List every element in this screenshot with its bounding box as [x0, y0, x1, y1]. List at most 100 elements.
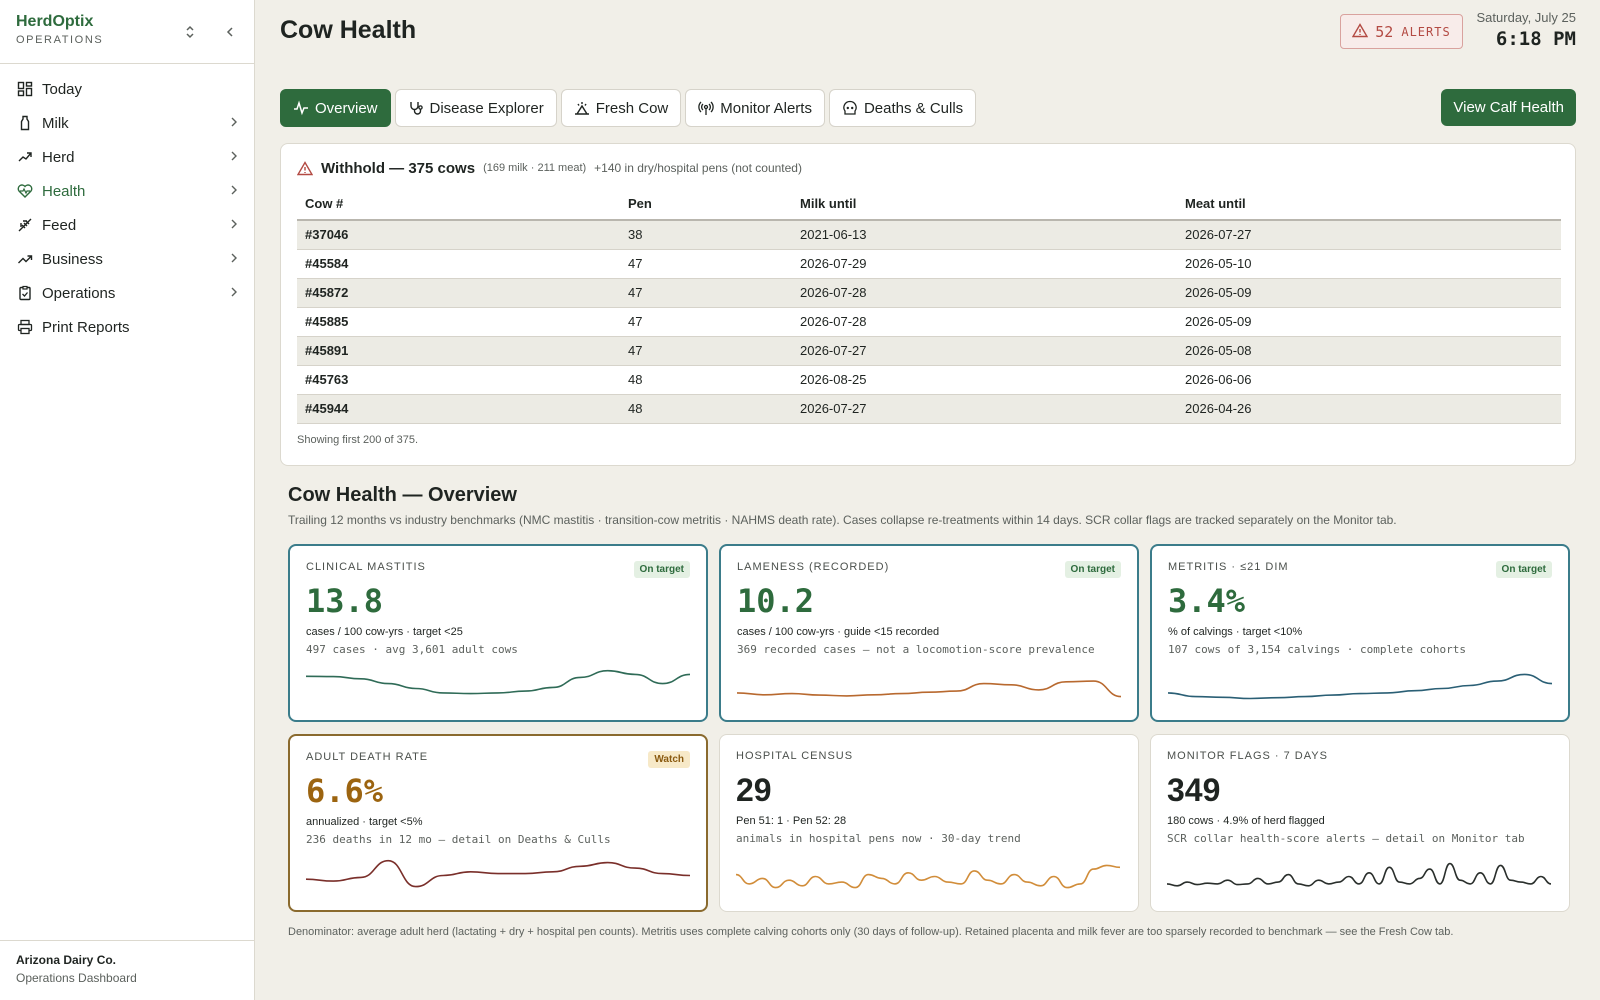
table-row[interactable]: #45891 47 2026-07-27 2026-05-08 — [297, 336, 1561, 366]
sidebar-item-health[interactable]: Health — [0, 174, 254, 208]
overview-footnote: Denominator: average adult herd (lactati… — [288, 926, 1454, 938]
withhold-table: Cow # Pen Milk until Meat until #37046 3… — [297, 188, 1561, 424]
tab-deaths-culls[interactable]: Deaths & Culls — [828, 89, 977, 127]
organization-subtitle: Operations Dashboard — [16, 971, 137, 985]
metric-card-clinical-mastitis[interactable]: CLINICAL MASTITIS On target 13.8 cases /… — [288, 544, 708, 722]
milk-until: 2026-08-25 — [792, 365, 1177, 395]
sidebar-item-herd[interactable]: Herd — [0, 140, 254, 174]
sparkline-series — [1167, 862, 1551, 887]
chevron-right-icon — [230, 285, 238, 302]
column-header-cow[interactable]: Cow # — [297, 188, 620, 221]
chevron-right-icon — [230, 115, 238, 132]
withhold-title: Withhold — 375 cows — [321, 159, 476, 177]
column-header-milk-until[interactable]: Milk until — [792, 188, 1177, 221]
table-row[interactable]: #45944 48 2026-07-27 2026-04-26 — [297, 394, 1561, 424]
sidebar-item-business[interactable]: Business — [0, 242, 254, 276]
sidebar-item-today[interactable]: Today — [0, 72, 254, 106]
tab-label: Fresh Cow — [595, 99, 669, 117]
brand-subtitle: OPERATIONS — [16, 34, 104, 46]
tab-monitor-alerts[interactable]: Monitor Alerts — [685, 89, 825, 127]
metric-value: 29 — [736, 772, 772, 808]
table-row[interactable]: #45763 48 2026-08-25 2026-06-06 — [297, 365, 1561, 395]
metric-label: LAMENESS (RECORDED) — [737, 561, 890, 573]
withhold-table-footer: Showing first 200 of 375. — [297, 433, 419, 446]
metric-value: 10.2 — [737, 582, 815, 620]
column-header-pen[interactable]: Pen — [620, 188, 792, 221]
tab-overview[interactable]: Overview — [280, 89, 391, 127]
sparkline-series — [306, 669, 690, 695]
metric-value: 349 — [1167, 772, 1221, 808]
alerts-button[interactable]: 52 ALERTS — [1340, 14, 1463, 49]
sparkline-chart — [736, 864, 1120, 889]
date-time-display: Saturday, July 25 6:18 PM — [1477, 10, 1576, 50]
collapse-sidebar-icon[interactable] — [220, 22, 240, 42]
overview-title: Cow Health — Overview — [288, 484, 517, 506]
withhold-panel: Withhold — 375 cows (169 milk · 211 meat… — [280, 143, 1576, 466]
sidebar-item-label: Print Reports — [42, 318, 130, 336]
sidebar-item-print-reports[interactable]: Print Reports — [0, 310, 254, 344]
printer-icon — [16, 318, 34, 336]
chevron-right-icon — [230, 183, 238, 200]
metric-unit: cases / 100 cow-yrs · target <25 — [306, 626, 463, 638]
tab-label: Overview — [315, 99, 378, 117]
trend-up-icon — [16, 250, 34, 268]
tab-fresh-cow[interactable]: Fresh Cow — [560, 89, 682, 127]
warning-triangle-icon — [1352, 22, 1369, 41]
sidebar-item-feed[interactable]: Feed — [0, 208, 254, 242]
metric-card-metritis[interactable]: METRITIS · ≤21 DIM On target 3.4% % of c… — [1150, 544, 1570, 722]
workspace-switcher-icon[interactable] — [180, 22, 200, 42]
sidebar: HerdOptix OPERATIONS Today Milk Herd Hea… — [0, 0, 255, 1000]
meat-until: 2026-05-09 — [1177, 278, 1561, 308]
view-calf-health-button[interactable]: View Calf Health — [1441, 89, 1576, 126]
milk-until: 2026-07-29 — [792, 249, 1177, 279]
sparkline-chart — [737, 680, 1121, 698]
meat-until: 2026-05-08 — [1177, 336, 1561, 366]
metric-card-lameness[interactable]: LAMENESS (RECORDED) On target 10.2 cases… — [719, 544, 1139, 722]
pen: 47 — [620, 336, 792, 366]
organization-name: Arizona Dairy Co. — [16, 953, 117, 967]
sparkline-chart — [306, 859, 690, 888]
chevron-right-icon — [230, 251, 238, 268]
metric-unit: annualized · target <5% — [306, 816, 423, 828]
clipboard-icon — [16, 284, 34, 302]
sidebar-footer: Arizona Dairy Co. Operations Dashboard — [0, 940, 254, 1000]
cow-id: #45885 — [297, 307, 620, 337]
metric-card-adult-death-rate[interactable]: ADULT DEATH RATE Watch 6.6% annualized ·… — [288, 734, 708, 912]
table-row[interactable]: #45872 47 2026-07-28 2026-05-09 — [297, 278, 1561, 308]
chevron-right-icon — [230, 217, 238, 234]
sidebar-item-label: Business — [42, 250, 103, 268]
cow-id: #45872 — [297, 278, 620, 308]
sidebar-item-operations[interactable]: Operations — [0, 276, 254, 310]
metric-detail: 369 recorded cases — not a locomotion-sc… — [737, 643, 1095, 656]
chevron-right-icon — [230, 149, 238, 166]
sparkline-chart — [1168, 673, 1552, 700]
metric-detail: 236 deaths in 12 mo — detail on Deaths &… — [306, 833, 611, 846]
table-row[interactable]: #45885 47 2026-07-28 2026-05-09 — [297, 307, 1561, 337]
metric-detail: 107 cows of 3,154 calvings · complete co… — [1168, 643, 1467, 656]
table-row[interactable]: #37046 38 2021-06-13 2026-07-27 — [297, 220, 1561, 250]
metric-card-hospital-census[interactable]: HOSPITAL CENSUS 29 Pen 51: 1 · Pen 52: 2… — [719, 734, 1139, 912]
metric-unit: cases / 100 cow-yrs · guide <15 recorded — [737, 626, 940, 638]
milk-until: 2026-07-28 — [792, 307, 1177, 337]
metric-detail: 497 cases · avg 3,601 adult cows — [306, 643, 518, 656]
alerts-label: ALERTS — [1401, 24, 1451, 39]
sidebar-item-label: Health — [42, 182, 86, 200]
cow-id: #45763 — [297, 365, 620, 395]
main-content: Cow Health 52 ALERTS Saturday, July 25 6… — [255, 0, 1600, 1000]
brand-name: HerdOptix — [16, 13, 94, 30]
metric-unit: % of calvings · target <10% — [1168, 626, 1303, 638]
tab-disease-explorer[interactable]: Disease Explorer — [394, 89, 557, 127]
sparkline-chart — [1167, 862, 1551, 887]
sidebar-nav: Today Milk Herd Health Feed Business — [0, 64, 254, 344]
metric-detail: animals in hospital pens now · 30-day tr… — [736, 832, 1021, 845]
cow-id: #37046 — [297, 220, 620, 250]
herd-icon — [16, 148, 34, 166]
column-header-meat-until[interactable]: Meat until — [1177, 188, 1561, 221]
meat-until: 2026-04-26 — [1177, 394, 1561, 424]
status-badge: On target — [633, 561, 690, 578]
metric-card-monitor-flags[interactable]: MONITOR FLAGS · 7 DAYS 349 180 cows · 4.… — [1150, 734, 1570, 912]
metric-label: METRITIS · ≤21 DIM — [1168, 561, 1289, 573]
sparkline-chart — [306, 669, 690, 695]
table-row[interactable]: #45584 47 2026-07-29 2026-05-10 — [297, 249, 1561, 279]
sidebar-item-milk[interactable]: Milk — [0, 106, 254, 140]
